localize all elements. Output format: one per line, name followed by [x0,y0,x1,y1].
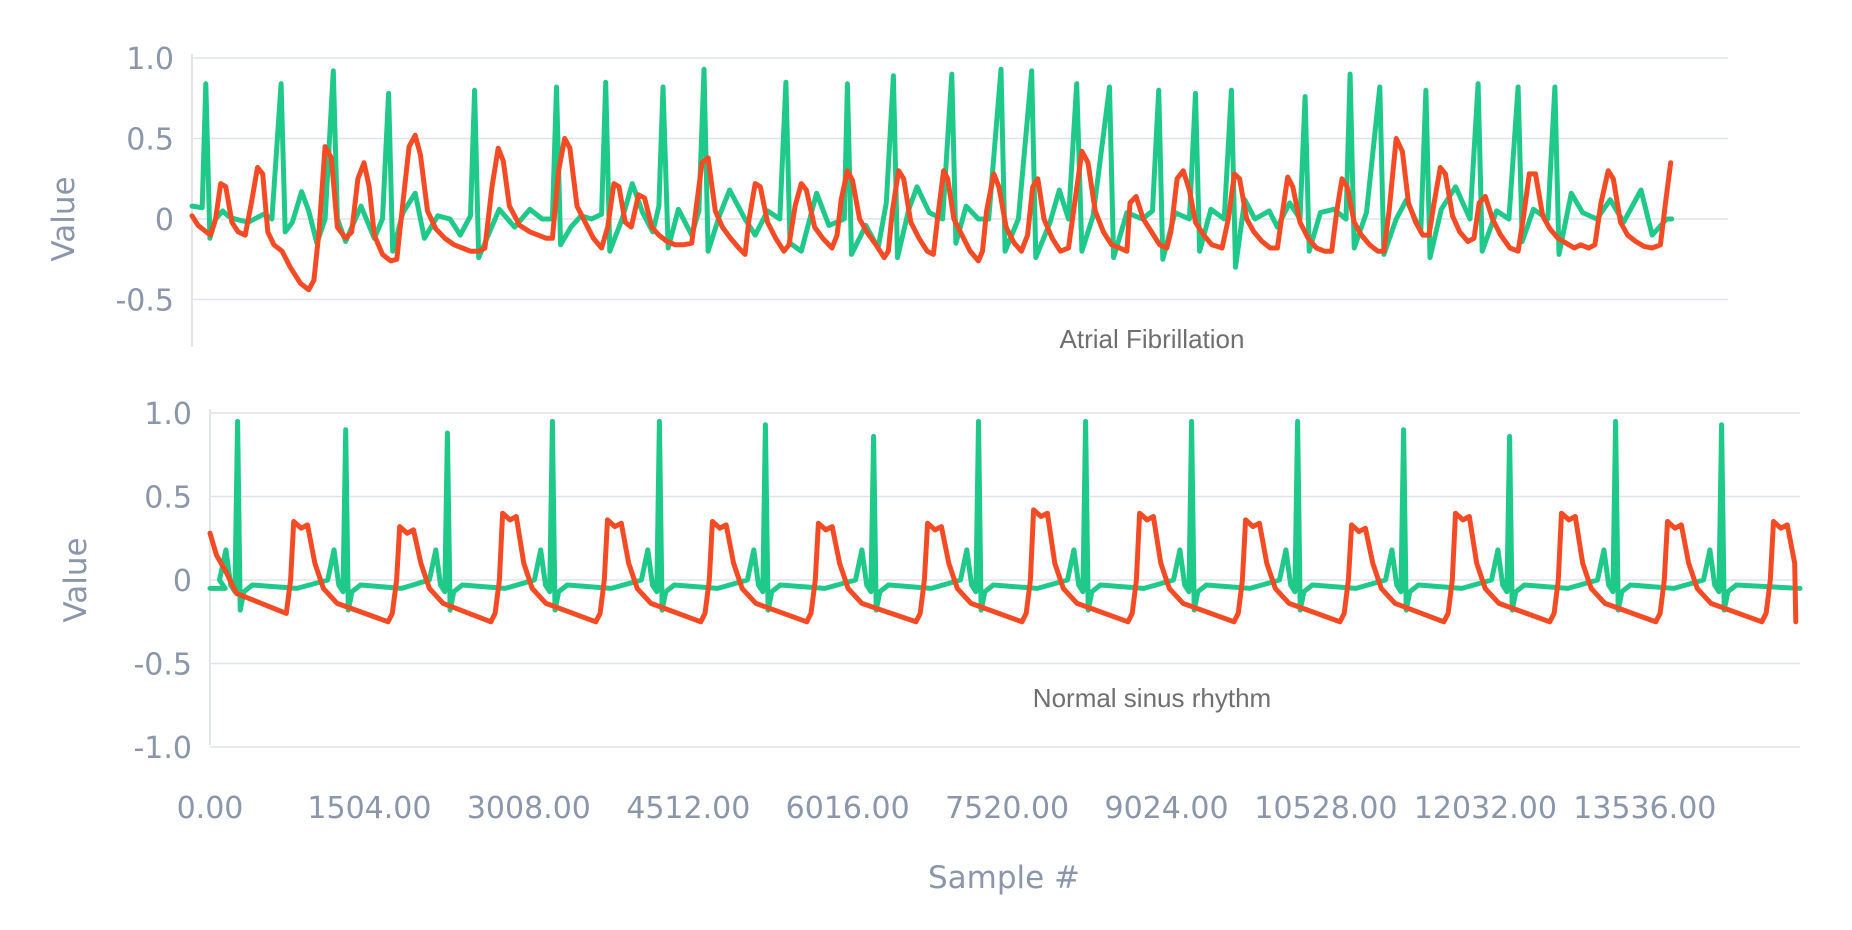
nsr-gridlines [210,412,1800,748]
y-tick-label: 1.0 [126,42,174,77]
y-tick-label: 1.0 [144,397,192,432]
af-traces [189,66,1675,293]
green-series-line [189,66,1675,270]
red-series-line [189,132,1674,293]
x-tick-label: 1504.00 [307,791,431,826]
nsr-y-axis-title: Value [58,537,94,622]
x-tick-label: 10528.00 [1254,791,1397,826]
x-tick-label: 6016.00 [786,791,910,826]
y-tick-label: -0.5 [115,284,174,319]
nsr-y-tick-labels: 1.0 0.5 0 -0.5 -1.0 [133,397,192,766]
atrial-fibrillation-panel: 1.0 0.5 0 -0.5 Value Atrial Fibrillation [46,42,1728,354]
green-series-line [207,418,1803,613]
af-y-tick-labels: 1.0 0.5 0 -0.5 [115,42,174,319]
x-tick-label: 13536.00 [1573,791,1716,826]
af-panel-title: Atrial Fibrillation [1060,324,1245,354]
x-tick-label: 9024.00 [1105,791,1229,826]
x-tick-label: 0.00 [177,791,244,826]
nsr-traces [207,418,1803,625]
x-tick-label: 3008.00 [467,791,591,826]
af-y-axis-title: Value [46,176,82,261]
x-tick-label: 4512.00 [626,791,750,826]
y-tick-label: -1.0 [133,731,192,766]
y-tick-label: -0.5 [133,648,192,683]
x-tick-label: 7520.00 [945,791,1069,826]
x-tick-label: 12032.00 [1414,791,1557,826]
normal-sinus-rhythm-panel: 1.0 0.5 0 -0.5 -1.0 Value Normal sinus rhyth… [58,397,1803,896]
red-series-line [207,507,1799,625]
y-tick-label: 0.5 [126,123,174,158]
x-axis-title: Sample # [928,860,1080,896]
y-tick-label: 0 [155,203,174,238]
x-tick-labels: 0.00 1504.00 3008.00 4512.00 6016.00 7520.00 9… [177,791,1717,826]
y-tick-label: 0 [173,564,192,599]
nsr-panel-title: Normal sinus rhythm [1033,683,1271,713]
y-tick-label: 0.5 [144,481,192,516]
